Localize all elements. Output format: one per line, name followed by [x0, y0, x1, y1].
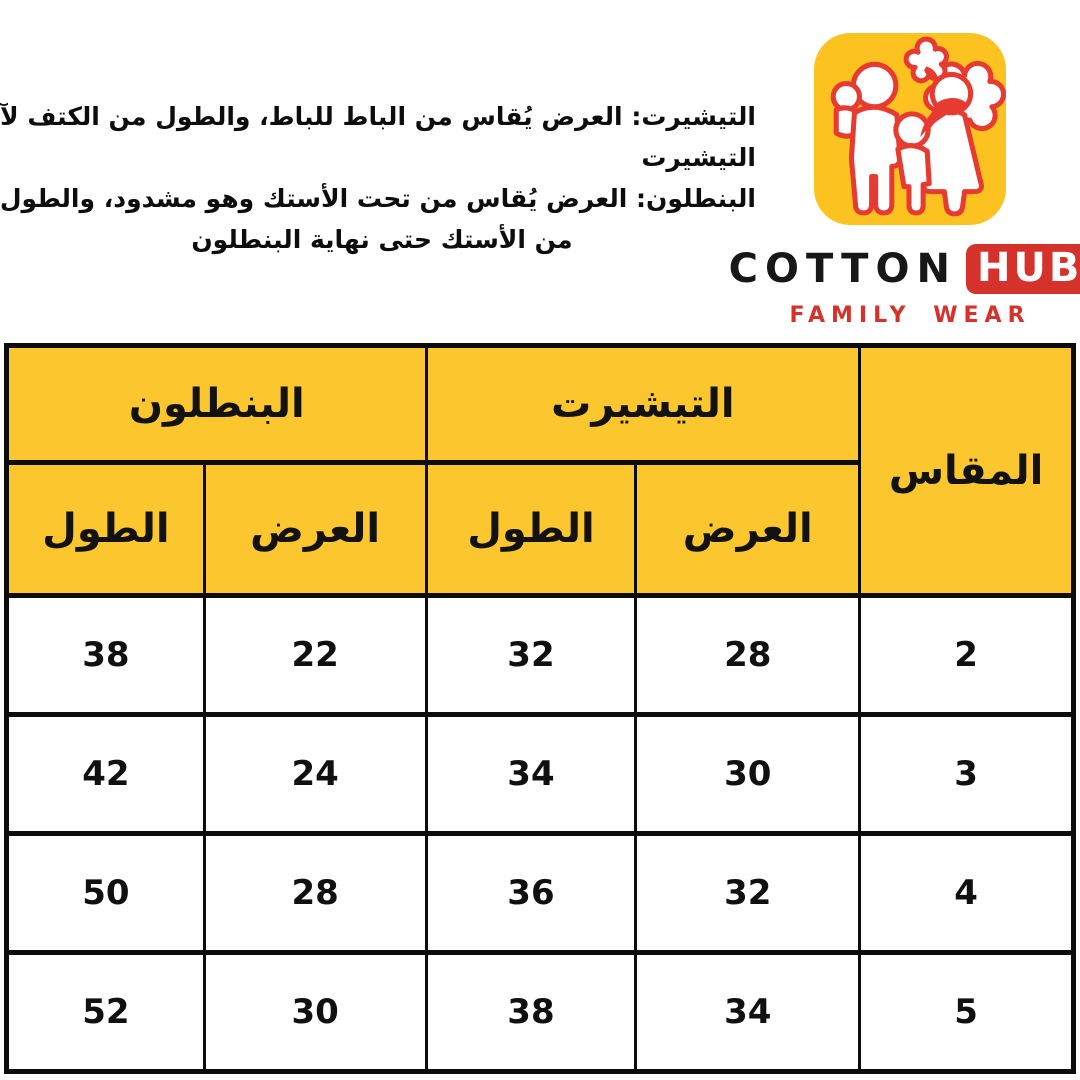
- size-chart-table: المقاس التيشيرت البنطلون العرض الطول الع…: [4, 343, 1076, 1074]
- tshirt-width-cell: 28: [634, 593, 862, 717]
- measurement-notes: التيشيرت: العرض يُقاس من الباط للباط، وا…: [0, 96, 756, 260]
- pants-length-cell: 50: [5, 831, 206, 955]
- note-line-pants-2: من الأستك حتى نهاية البنطلون: [191, 225, 573, 254]
- header-pants-width: العرض: [202, 460, 428, 598]
- tshirt-width-cell: 30: [634, 712, 862, 836]
- pants-length-cell: 52: [5, 950, 206, 1074]
- header-pants-length: الطول: [5, 460, 206, 598]
- brand-logo: COTTON HUB FAMILY WEAR: [729, 33, 1080, 328]
- header-group-row: المقاس التيشيرت البنطلون: [5, 343, 1075, 598]
- pants-length-cell: 38: [5, 593, 206, 717]
- note-line-tshirt-1: التيشيرت: العرض يُقاس من الباط للباط، وا…: [0, 102, 756, 131]
- brand-wordmark: COTTON HUB: [729, 244, 1080, 294]
- pants-width-cell: 30: [202, 950, 428, 1074]
- header-tshirt-width: العرض: [634, 460, 862, 598]
- brand-tagline: FAMILY WEAR: [789, 303, 1031, 328]
- size-chart-table-wrap: المقاس التيشيرت البنطلون العرض الطول الع…: [4, 343, 1076, 1074]
- note-line-pants-1: البنطلون: العرض يُقاس من تحت الأستك وهو …: [0, 184, 756, 213]
- header-tshirt-length: الطول: [424, 460, 638, 598]
- tshirt-length-cell: 32: [424, 593, 638, 717]
- size-cell: 2: [858, 593, 1075, 717]
- tshirt-length-cell: 38: [424, 950, 638, 1074]
- size-cell: 5: [858, 950, 1075, 1074]
- family-cotton-icon: [814, 33, 1006, 225]
- note-line-tshirt-2: التيشيرت: [641, 143, 756, 172]
- brand-name: COTTON: [728, 246, 957, 292]
- pants-width-cell: 28: [202, 831, 428, 955]
- pants-length-cell: 42: [5, 712, 206, 836]
- table-row-size-4: 4 32 36 28 50: [5, 831, 1075, 955]
- size-cell: 4: [858, 831, 1075, 955]
- size-cell: 3: [858, 712, 1075, 836]
- table-row-size-2: 2 28 32 22 38: [5, 593, 1075, 717]
- pants-width-cell: 22: [202, 593, 428, 717]
- tshirt-width-cell: 34: [634, 950, 862, 1074]
- pants-width-cell: 24: [202, 712, 428, 836]
- header-sub-row: العرض الطول العرض الطول: [5, 460, 1074, 598]
- tshirt-width-cell: 32: [634, 831, 862, 955]
- header-pants-group: البنطلون: [5, 343, 428, 465]
- brand-badge: HUB: [965, 244, 1080, 294]
- table-row-size-5: 5 34 38 30 52: [5, 950, 1075, 1074]
- header-size: المقاس: [858, 343, 1075, 598]
- header-tshirt-group: التيشيرت: [424, 343, 862, 465]
- tshirt-length-cell: 34: [424, 712, 638, 836]
- table-row-size-3: 3 30 34 24 42: [5, 712, 1075, 836]
- tshirt-length-cell: 36: [424, 831, 638, 955]
